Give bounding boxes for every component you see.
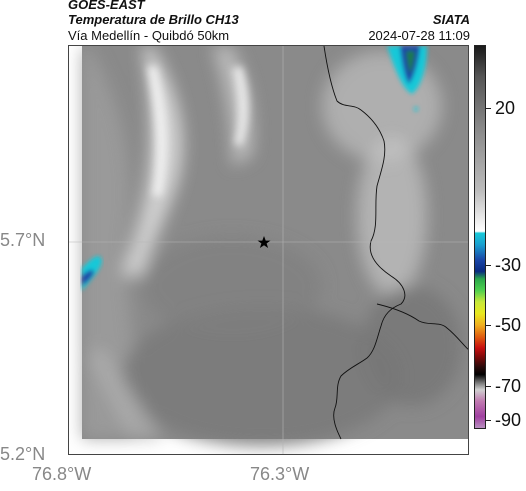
colorbar-label-minus70: -70 <box>495 376 522 396</box>
graticule <box>69 46 468 454</box>
bright-streak-southwest <box>87 346 162 439</box>
colorbar-tick-minus50 <box>486 325 491 326</box>
lon-label-76.8: 76.8°W <box>32 464 92 484</box>
colorbar-tick-minus90 <box>486 420 491 421</box>
colorbar-tick-20 <box>486 108 491 109</box>
satellite-name: GOES-EAST <box>68 0 145 12</box>
dark-region-south <box>122 306 402 446</box>
colorbar-tick-minus30 <box>486 265 491 266</box>
star-icon <box>257 236 271 248</box>
map-canvas <box>69 46 468 454</box>
timestamp-label: 2024-07-28 11:09 <box>368 28 470 43</box>
brightness-field <box>82 46 468 446</box>
colorbar-label-minus30: -30 <box>495 255 522 275</box>
white-streak <box>147 66 168 196</box>
cold-cloud-west <box>82 256 102 291</box>
warm-band-west <box>82 46 135 439</box>
colorbar <box>474 45 486 429</box>
bright-ridge-east <box>357 136 427 296</box>
lat-label-5.2: 5.2°N <box>0 444 46 464</box>
colorbar-label-minus50: -50 <box>495 315 522 335</box>
satellite-map[interactable] <box>68 45 469 455</box>
product-title: Temperatura de Brillo CH13 <box>68 12 239 27</box>
dark-region-center <box>142 236 322 336</box>
organization-label: SIATA <box>432 12 470 27</box>
colorbar-label-minus90: -90 <box>495 410 522 430</box>
department-border-north <box>323 46 406 440</box>
borders-layer <box>323 46 468 440</box>
lon-label-76.3: 76.3°W <box>250 464 310 484</box>
cold-cloud-ne <box>387 46 427 111</box>
colorbar-label-20: 20 <box>495 98 516 118</box>
white-streak-2 <box>232 66 249 146</box>
colorbar-tick-minus70 <box>486 386 491 387</box>
dark-patch-east <box>362 286 462 406</box>
bright-streak-north <box>122 46 183 276</box>
department-border-east <box>376 303 468 350</box>
lat-label-5.7: 5.7°N <box>0 230 46 250</box>
region-subtitle: Vía Medellín - Quibdó 50km <box>68 28 230 43</box>
